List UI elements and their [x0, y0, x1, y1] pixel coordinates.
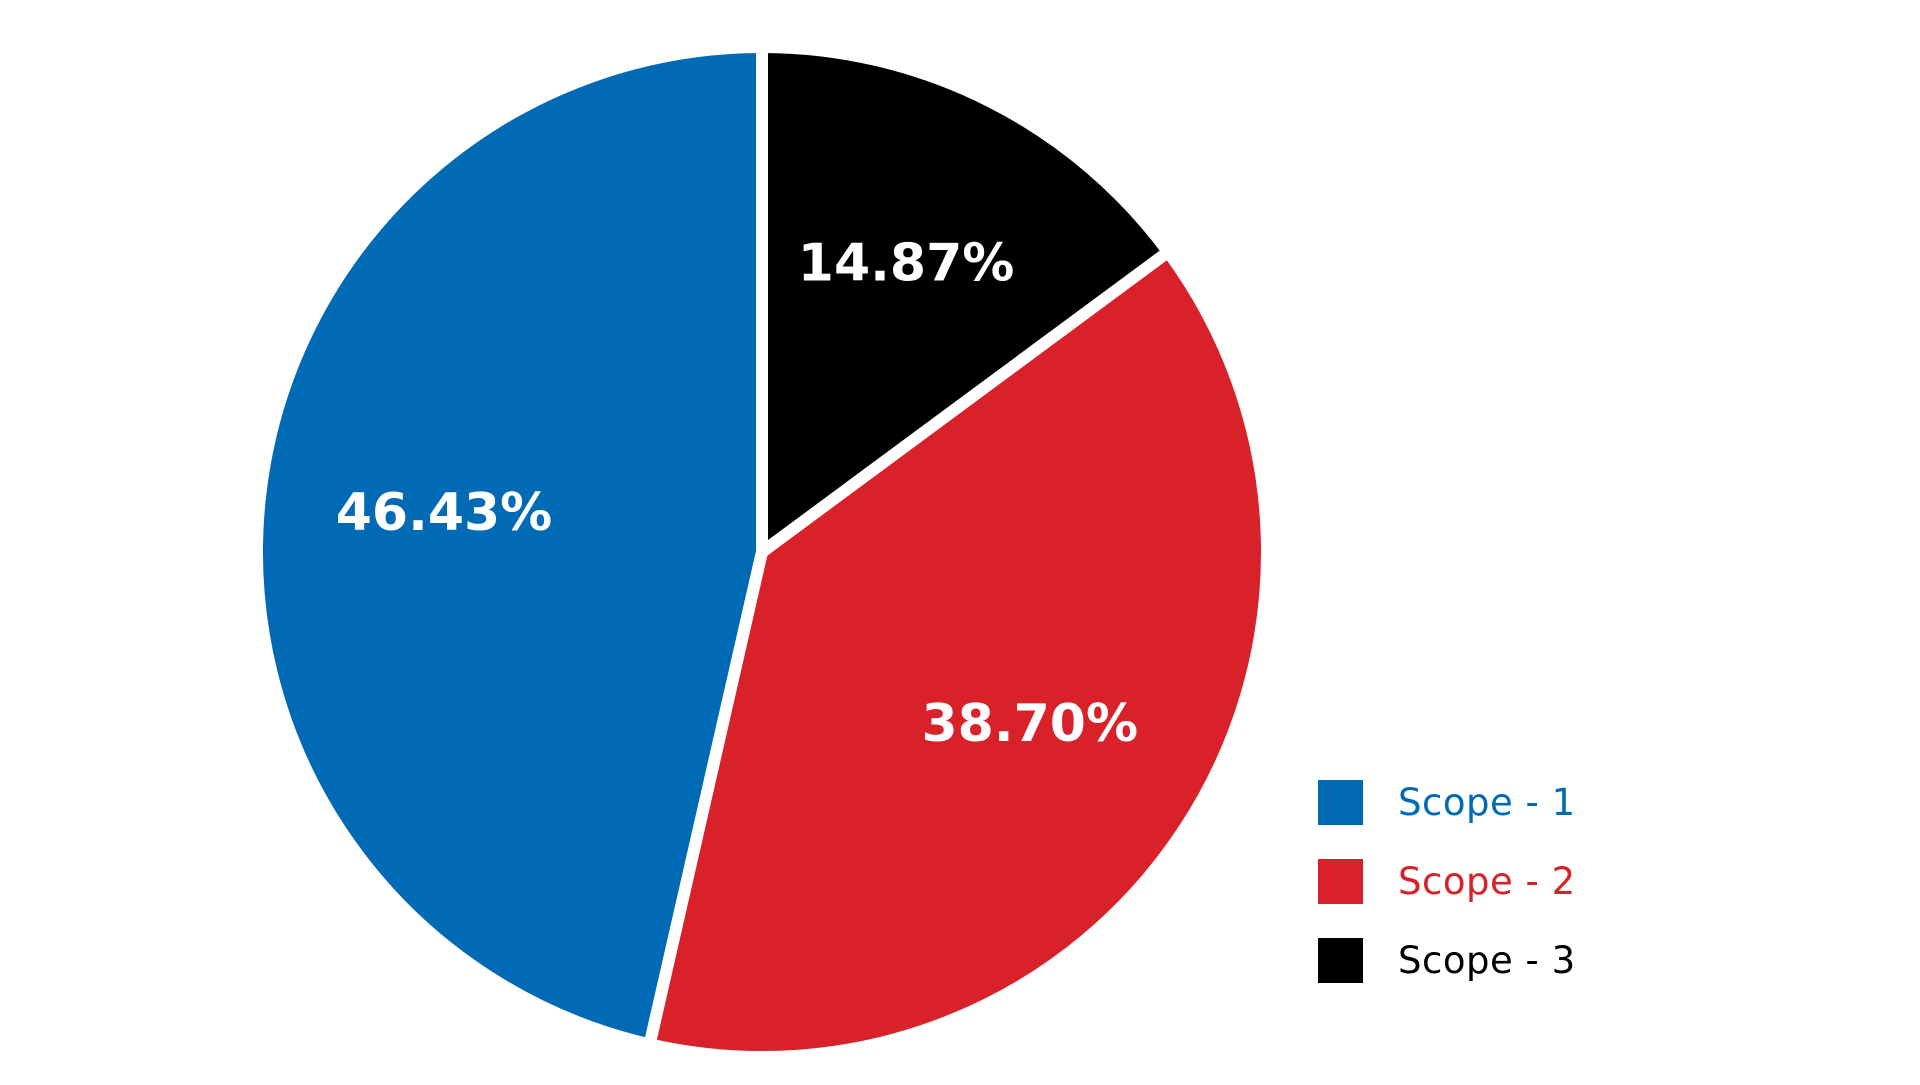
- legend-label: Scope - 1: [1398, 780, 1576, 824]
- legend-swatch: [1318, 858, 1363, 904]
- legend-swatch: [1318, 937, 1363, 983]
- legend: Scope - 1 Scope - 2 Scope - 3: [1318, 779, 1738, 1017]
- legend-label: Scope - 3: [1398, 938, 1576, 982]
- pie-slice-scope-3: [756, 40, 1177, 564]
- pie-slice-scope-2: [642, 243, 1273, 1064]
- legend-item-scope-1: Scope - 1: [1318, 779, 1738, 825]
- legend-swatch: [1318, 779, 1363, 825]
- pie-value-label: 14.87%: [798, 233, 1015, 293]
- pie-value-labels: 46.43% 38.70% 14.87%: [336, 233, 1138, 754]
- legend-item-scope-2: Scope - 2: [1318, 858, 1738, 904]
- pie-value-label: 46.43%: [336, 483, 553, 543]
- pie-value-label: 38.70%: [922, 694, 1139, 754]
- legend-label: Scope - 2: [1398, 859, 1576, 903]
- legend-item-scope-3: Scope - 3: [1318, 937, 1738, 983]
- pie-slices: [251, 40, 1273, 1064]
- pie-slice-scope-1: [251, 40, 768, 1052]
